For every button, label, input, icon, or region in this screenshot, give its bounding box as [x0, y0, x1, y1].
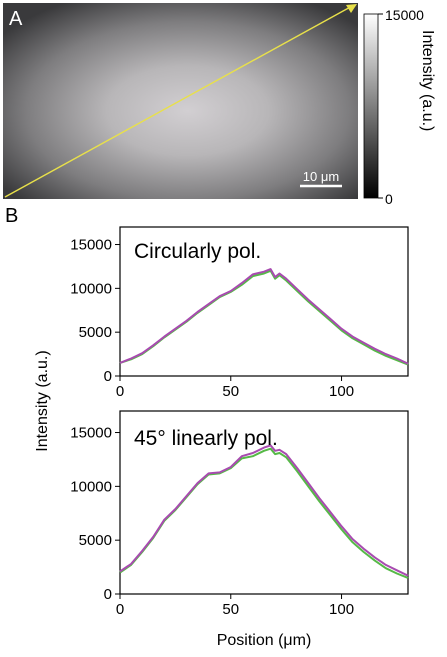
series-layer — [119, 268, 409, 366]
panel-b-label: B — [5, 205, 18, 227]
y-tick-label: 10000 — [70, 478, 112, 495]
colorbar-min-label: 0 — [385, 191, 393, 207]
y-tick-label: 10000 — [70, 280, 112, 297]
series-layer — [119, 444, 409, 579]
chart-circularly-pol: 0 5000 10000 15000 0 50 100 Circularly pol. — [70, 226, 409, 400]
line-profile-arrowhead — [346, 4, 357, 13]
x-tick-label: 0 — [116, 601, 124, 618]
colorbar — [363, 13, 379, 199]
y-tick-label: 5000 — [79, 532, 112, 549]
scale-bar-label: 10 μm — [303, 169, 339, 184]
tick-layer: 0 5000 10000 15000 0 50 100 — [70, 425, 354, 618]
y-tick-label: 0 — [104, 368, 112, 385]
x-tick-label: 100 — [329, 601, 354, 618]
line-profile — [4, 4, 355, 198]
x-tick-label: 50 — [222, 601, 239, 618]
colorbar-label: Intensity (a.u.) — [419, 30, 436, 131]
x-axis-label: Position (μm) — [217, 632, 312, 649]
y-tick-label: 15000 — [70, 425, 112, 442]
plot-frame — [119, 410, 409, 595]
tick-layer: 0 5000 10000 15000 0 50 100 — [70, 237, 354, 400]
y-tick-label: 15000 — [70, 237, 112, 254]
series-line-1 — [119, 447, 409, 579]
panel-a-label: A — [9, 8, 23, 30]
x-tick-label: 50 — [222, 383, 239, 400]
y-axis-label: Intensity (a.u.) — [34, 350, 51, 451]
plot-frame — [119, 226, 409, 377]
x-tick-label: 100 — [329, 383, 354, 400]
chart-annotation: 45° linearly pol. — [134, 427, 278, 450]
x-tick-label: 0 — [116, 383, 124, 400]
series-line-2 — [119, 444, 409, 577]
y-tick-label: 0 — [104, 586, 112, 603]
chart-linearly-pol: 0 5000 10000 15000 0 50 100 45° linearly pol. — [70, 410, 409, 618]
series-line-1 — [119, 269, 409, 366]
chart-annotation: Circularly pol. — [134, 240, 261, 263]
y-tick-label: 5000 — [79, 324, 112, 341]
series-line-2 — [119, 268, 409, 365]
panel-a: A 10 μm 15000 0 Intensity (a.u.) — [3, 3, 436, 207]
colorbar-max-label: 15000 — [385, 7, 424, 23]
